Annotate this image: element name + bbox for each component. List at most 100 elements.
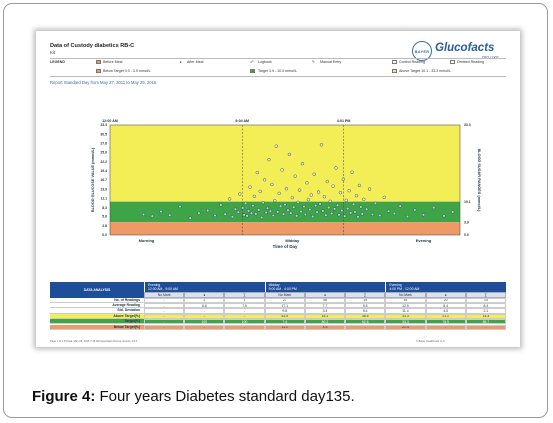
glucofacts-logo: BAYER Glucofacts DELUXE [412,41,516,63]
data-point [335,203,340,207]
table-cell: 2.1 [465,308,506,314]
legend-target: Target 3.9 - 10.0 mmol/L [258,69,297,73]
data-point [357,183,362,188]
data-point [276,210,280,214]
manual-entry-icon: ✎ [312,60,316,64]
y-tick-label: 33.3 [100,123,107,127]
data-point [268,209,273,213]
report-page: Data of Custody diabetics RB-C Kit BAYER… [36,31,520,347]
table-cell: 33.3 [385,319,426,325]
data-point [330,211,334,216]
logo-mark-text: BAYER [414,48,430,54]
data-point [316,190,321,194]
report-subtitle: Kit [50,50,56,55]
period-time: 4:00 PM - 12:00 AM [389,287,420,291]
data-analysis-table: DATA ANALYSIS Evening 12:00 AM - 9:00 AM No… [50,282,506,344]
row-label: No. of Readings [50,297,144,303]
data-point [248,185,252,189]
legend-after-meal: After Meal [187,60,204,64]
data-point [244,201,248,205]
report-footer-left: Page 1 of 1 Printed: May 28, 2015 7:30 A… [50,340,138,343]
subcolumn-header: No Mark [385,292,426,298]
data-point [367,187,372,191]
period-time: 12:00 AM - 9:00 AM [148,287,178,291]
data-point [159,209,163,214]
period-name: Evening [148,283,161,287]
data-point [150,214,154,218]
subcolumn-header: ● [304,292,346,298]
data-point [303,212,308,217]
data-point [254,212,258,216]
data-point [341,177,345,181]
table-cell: 52.6 [345,319,386,325]
top-time-label: 12:00 AM [102,119,118,123]
subcolumn-header: ● [184,292,225,298]
y-tick-label: 22.2 [100,160,107,164]
data-point [360,212,364,216]
table-cell: 81.5 [264,313,305,320]
data-point [322,195,327,199]
table-cell: - [144,308,185,314]
logo-brand: Glucofacts [435,42,495,54]
divider [50,76,506,77]
report-title: Data of Custody diabetics RB-C [50,43,135,49]
x-tick-label: Midday [285,238,300,243]
data-point [292,205,296,209]
data-point [242,213,246,217]
data-point [432,205,436,210]
data-point [309,193,313,197]
period-header: Midday 9:00 AM - 4:00 PM [264,282,386,292]
table-cell: - [465,324,506,330]
data-point [271,213,275,218]
zone-below-target [110,222,460,235]
data-point [227,197,232,201]
table-cell: 78.9 [425,319,466,325]
table-cell: 11.4 [385,308,426,314]
data-point [281,212,286,216]
data-point [241,206,245,210]
table-cell: 33.3 [385,313,426,320]
table-cell: - [184,324,225,330]
table-cell: 14.3 [465,313,506,320]
top-time-label: 4:01 PM [337,119,351,123]
legend-logbook: Logbook [258,60,272,64]
data-point [206,208,210,213]
omitted-reading-icon [450,60,455,64]
table-cell: 80.2 [304,319,346,325]
caption-text: Four years Diabetes standard day135. [95,388,355,405]
data-point [261,201,265,205]
data-point [373,201,378,205]
table-cell: 15.1 [304,313,346,320]
row-label: Below Target(%) [50,324,144,330]
data-point [340,208,344,213]
data-point [223,212,227,216]
data-point [258,189,262,194]
data-point [293,174,297,178]
table-cell: 9.8 [264,308,305,314]
table-cell: 11.1 [264,324,305,330]
data-point [262,178,267,182]
data-point [392,211,397,216]
y-tick-label: 8.3 [102,206,107,210]
below-target-swatch [96,69,101,73]
data-point [338,191,343,195]
data-point [302,204,306,209]
data-point [279,204,283,208]
table-cell: 9.5 [345,302,386,309]
table-cell: 2 [184,297,225,303]
data-point [289,211,293,215]
data-point [290,196,294,200]
figure-caption: Figure 4: Four years Diabetes standard d… [32,388,355,405]
legend-below-target: Below Target 0.0 - 3.9 mmol/L [103,69,151,73]
legend-control-reading: Control Reading [399,60,425,64]
data-point [273,199,277,203]
table-cell: - [184,313,225,320]
table-cell: - [144,319,185,325]
data-point [238,192,242,196]
x-tick-label: Evening [416,238,432,243]
data-point [353,210,357,214]
data-point [311,214,315,219]
y-tick-label: 25.0 [100,151,107,155]
table-cell: 15 [385,297,426,303]
data-point [255,170,259,175]
